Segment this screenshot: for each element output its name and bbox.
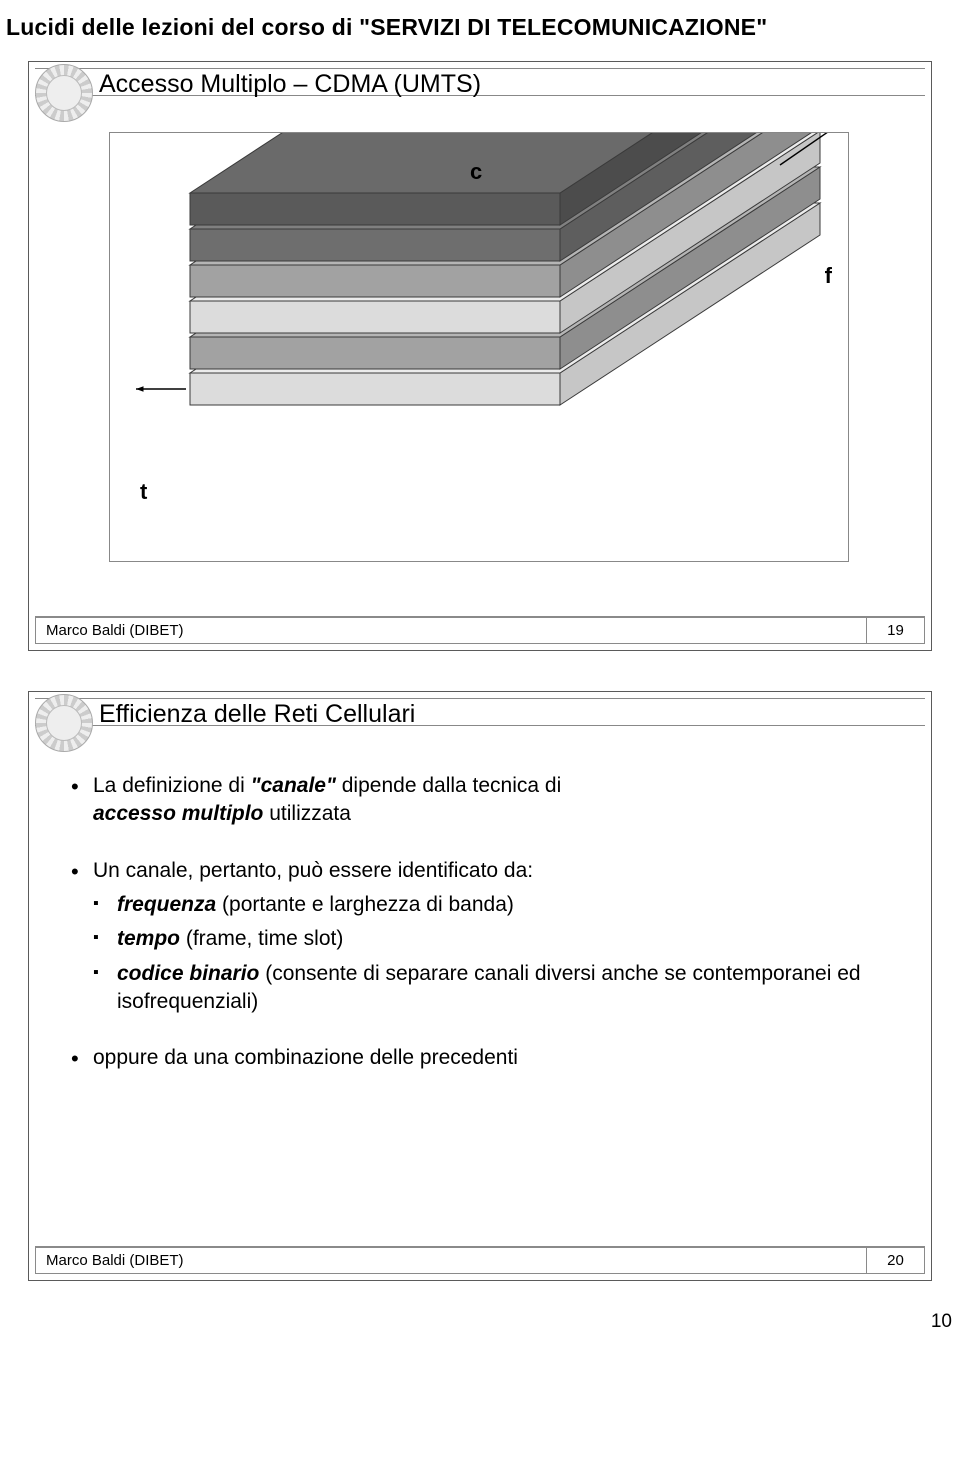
footer-author: Marco Baldi (DIBET)	[35, 1246, 867, 1274]
sub-2: tempo (frame, time slot)	[93, 925, 891, 953]
text: La definizione di	[93, 774, 251, 797]
cdma-stack-svg	[110, 133, 850, 563]
slide-1-title: Accesso Multiplo – CDMA (UMTS)	[99, 70, 921, 99]
bullet-1: La definizione di "canale" dipende dalla…	[69, 772, 891, 829]
text: (frame, time slot)	[180, 927, 343, 950]
sub-1: frequenza (portante e larghezza di banda…	[93, 891, 891, 919]
slide-2: Efficienza delle Reti Cellulari La defin…	[28, 691, 932, 1281]
page-title: Lucidi delle lezioni del corso di "SERVI…	[0, 0, 960, 51]
text: Un canale, pertanto, può essere identifi…	[93, 859, 533, 882]
bullet-2: Un canale, pertanto, può essere identifi…	[69, 857, 891, 1017]
slide-2-number: 20	[867, 1246, 925, 1274]
page-number: 10	[931, 1311, 952, 1333]
axis-t-label: t	[140, 479, 147, 505]
emph: frequenza	[117, 893, 216, 916]
text: utilizzata	[263, 802, 351, 825]
sub-3: codice binario (consente di separare can…	[93, 960, 891, 1017]
slide-1: Accesso Multiplo – CDMA (UMTS) c f t Mar…	[28, 61, 932, 651]
slide-1-wrap: Accesso Multiplo – CDMA (UMTS) c f t Mar…	[0, 51, 960, 681]
emph: accesso multiplo	[93, 802, 263, 825]
axis-f-label: f	[825, 263, 832, 289]
text: dipende dalla tecnica di	[336, 774, 561, 797]
slide-2-content: La definizione di "canale" dipende dalla…	[69, 772, 891, 1101]
emph: codice binario	[117, 962, 259, 985]
slide-2-wrap: Efficienza delle Reti Cellulari La defin…	[0, 681, 960, 1311]
slide-1-number: 19	[867, 616, 925, 644]
emph: tempo	[117, 927, 180, 950]
emph: "canale"	[251, 774, 336, 797]
axis-c-label: c	[470, 159, 482, 185]
footer-author: Marco Baldi (DIBET)	[35, 616, 867, 644]
slide-1-footer: Marco Baldi (DIBET) 19	[35, 616, 925, 644]
slide-2-title: Efficienza delle Reti Cellulari	[99, 700, 921, 729]
university-seal-icon	[35, 694, 93, 752]
cdma-diagram: c f t	[109, 132, 849, 562]
slide-2-footer: Marco Baldi (DIBET) 20	[35, 1246, 925, 1274]
university-seal-icon	[35, 64, 93, 122]
bullet-3: oppure da una combinazione delle precede…	[69, 1044, 891, 1072]
text: (portante e larghezza di banda)	[216, 893, 514, 916]
